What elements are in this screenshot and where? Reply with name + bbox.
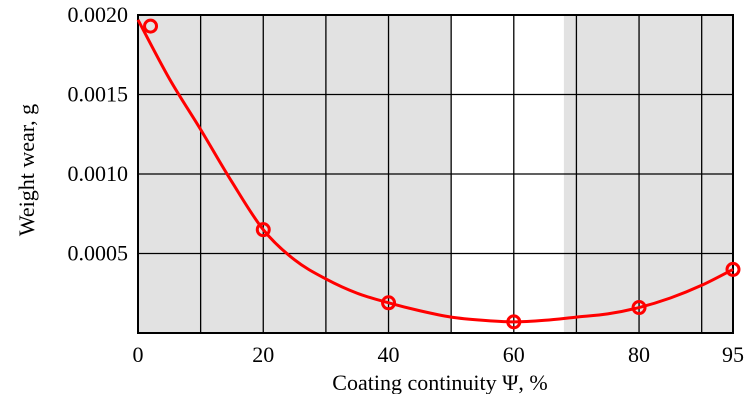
data-point: [255, 222, 271, 238]
data-points-layer: [143, 18, 741, 330]
x-tick-label: 0: [133, 342, 144, 367]
y-tick-label: 0.0015: [68, 82, 129, 107]
x-tick-label: 95: [722, 342, 744, 367]
x-tick-label: 60: [503, 342, 525, 367]
plot-frame: [137, 14, 734, 334]
data-point: [725, 261, 741, 277]
y-tick-label: 0.0010: [68, 161, 129, 186]
grid-lines: [137, 14, 734, 334]
y-axis-label: Weight wear, g: [14, 104, 39, 236]
x-tick-labels: 0 20 40 60 80 95: [133, 342, 744, 367]
fit-curve: [136, 19, 734, 324]
data-point: [143, 18, 159, 34]
x-axis-label: Coating continuity Ψ, %: [332, 370, 547, 394]
data-point: [381, 295, 397, 311]
x-tick-label: 80: [628, 342, 650, 367]
y-tick-label: 0.0020: [68, 2, 129, 27]
y-tick-label: 0.0005: [68, 241, 129, 266]
x-tick-label: 20: [252, 342, 274, 367]
x-tick-label: 40: [378, 342, 400, 367]
data-point: [506, 314, 522, 330]
fit-curve-layer: [136, 19, 734, 324]
y-tick-labels: 0.0005 0.0010 0.0015 0.0020: [68, 2, 129, 266]
data-point: [631, 300, 647, 316]
